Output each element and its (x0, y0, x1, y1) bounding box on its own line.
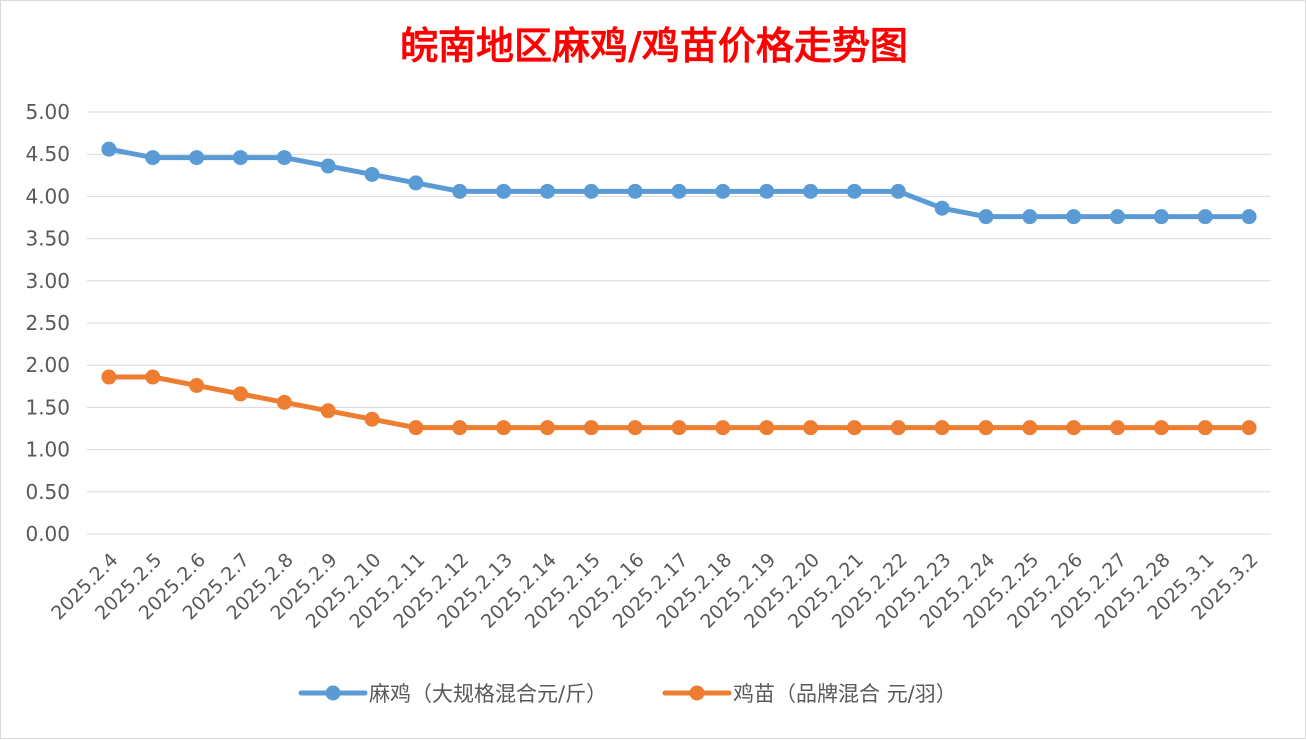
legend-label: 鸡苗（品牌混合 元/羽） (733, 682, 957, 706)
chart-title: 皖南地区麻鸡/鸡苗价格走势图 (400, 24, 908, 68)
data-point (364, 166, 380, 182)
legend-label: 麻鸡（大规格混合元/斤） (369, 682, 607, 706)
data-point (364, 411, 380, 427)
y-axis: 0.00 0.50 1.00 1.50 2.00 2.50 3.00 3.50 4.00 4.50… (25, 100, 70, 546)
data-point (759, 420, 775, 436)
data-point (452, 420, 468, 436)
data-point (101, 141, 117, 157)
y-tick-label: 3.00 (25, 269, 70, 293)
data-point (1153, 209, 1169, 225)
data-point (934, 200, 950, 216)
gridlines (87, 111, 1271, 535)
data-point (715, 183, 731, 199)
data-point (759, 183, 775, 199)
data-point (978, 209, 994, 225)
data-point (890, 183, 906, 199)
y-tick-label: 0.50 (25, 480, 70, 504)
data-point (539, 183, 555, 199)
data-point (1197, 209, 1213, 225)
data-point (145, 150, 161, 166)
data-point (276, 150, 292, 166)
data-point (1241, 420, 1257, 436)
data-point (978, 420, 994, 436)
data-point (101, 369, 117, 385)
legend-item: 鸡苗（品牌混合 元/羽） (662, 682, 957, 706)
legend-swatch-marker (689, 685, 705, 701)
data-point (846, 183, 862, 199)
data-point (452, 183, 468, 199)
legend-swatch-marker (325, 685, 341, 701)
data-point (846, 420, 862, 436)
data-point (671, 183, 687, 199)
series-2 (101, 369, 1257, 436)
data-point (1110, 420, 1126, 436)
y-tick-label: 1.00 (25, 438, 70, 462)
data-point (890, 420, 906, 436)
data-point (1022, 209, 1038, 225)
data-point (671, 420, 687, 436)
data-point (189, 150, 205, 166)
data-point (1066, 420, 1082, 436)
data-point (1241, 209, 1257, 225)
y-tick-label: 2.00 (25, 353, 70, 377)
data-point (1153, 420, 1169, 436)
data-point (1197, 420, 1213, 436)
data-point (320, 403, 336, 419)
series-group (101, 141, 1257, 436)
y-tick-label: 3.50 (25, 227, 70, 251)
data-point (1110, 209, 1126, 225)
data-point (803, 183, 819, 199)
data-point (320, 158, 336, 174)
data-point (934, 420, 950, 436)
y-tick-label: 2.50 (25, 311, 70, 335)
x-axis: 2025.2.42025.2.52025.2.62025.2.72025.2.8… (47, 549, 1263, 633)
data-point (715, 420, 731, 436)
legend: 麻鸡（大规格混合元/斤） 鸡苗（品牌混合 元/羽） (298, 682, 957, 706)
data-point (627, 183, 643, 199)
data-point (408, 175, 424, 191)
data-point (583, 420, 599, 436)
y-tick-label: 1.50 (25, 395, 70, 419)
data-point (232, 150, 248, 166)
data-point (232, 386, 248, 402)
y-tick-label: 4.50 (25, 142, 70, 166)
y-tick-label: 0.00 (25, 522, 70, 546)
data-point (539, 420, 555, 436)
data-point (496, 183, 512, 199)
data-point (803, 420, 819, 436)
data-point (408, 420, 424, 436)
legend-item: 麻鸡（大规格混合元/斤） (298, 682, 607, 706)
series-1 (101, 141, 1257, 225)
y-tick-label: 4.00 (25, 184, 70, 208)
data-point (145, 369, 161, 385)
data-point (583, 183, 599, 199)
data-point (1022, 420, 1038, 436)
data-point (1066, 209, 1082, 225)
data-point (276, 394, 292, 410)
data-point (496, 420, 512, 436)
data-point (627, 420, 643, 436)
data-point (189, 377, 205, 393)
y-tick-label: 5.00 (25, 100, 70, 124)
